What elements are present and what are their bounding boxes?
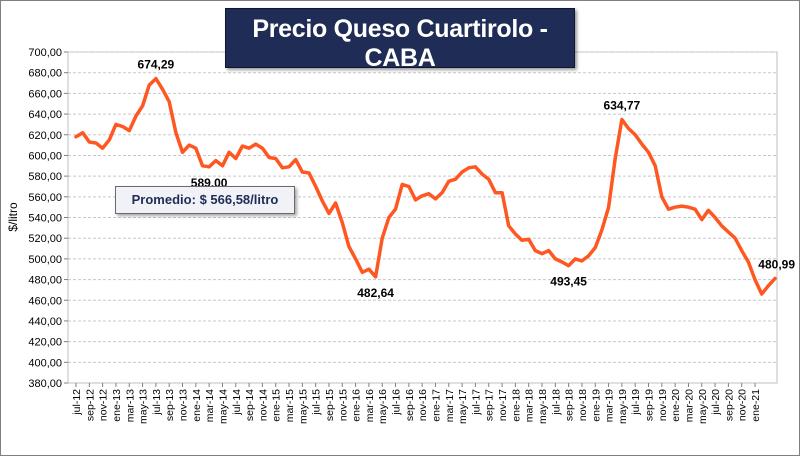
x-tick-label: nov-15 [337,389,349,421]
average-box: Promedio: $ 566,58/litro [115,186,295,214]
x-tick-label: may-18 [537,389,549,424]
x-tick-label: jul-13 [151,389,163,416]
y-tick-label: 700,00 [28,47,62,59]
x-tick-label: mar-18 [524,389,536,422]
y-tick-label: 680,00 [28,68,62,80]
x-tick-label: sep-20 [723,389,735,421]
x-tick-label: jul-17 [470,389,482,416]
x-tick-label: ene-15 [271,389,283,422]
x-tick-label: mar-20 [683,389,695,422]
y-tick-label: 560,00 [28,192,62,204]
y-tick-label: 600,00 [28,150,62,162]
x-tick-label: nov-16 [417,389,429,421]
x-tick-label: nov-13 [178,389,190,421]
x-tick-label: sep-15 [324,389,336,421]
x-tick-label: may-15 [297,389,309,424]
x-tick-label: ene-19 [590,389,602,422]
y-tick-label: 620,00 [28,130,62,142]
x-tick-label: may-16 [377,389,389,424]
x-tick-label: ene-13 [111,389,123,422]
series-line [74,76,777,296]
x-tick-label: mar-17 [444,389,456,422]
x-tick-label: may-19 [617,389,629,424]
average-label: Promedio: [131,192,196,207]
y-axis-label: $/litro [6,202,20,232]
x-tick-label: mar-19 [604,389,616,422]
y-tick-label: 520,00 [28,233,62,245]
x-tick-label: may-20 [697,389,709,424]
x-tick-label: ene-18 [510,389,522,422]
gridlines [68,51,777,363]
x-tick-label: jul-14 [231,389,243,416]
x-tick-label: ene-14 [191,389,203,422]
x-tick-label: jul-18 [550,389,562,416]
x-tick-label: sep-16 [404,389,416,421]
x-tick-label: mar-16 [364,389,376,422]
x-tick-label: jul-15 [311,389,323,416]
x-tick-label: may-13 [138,389,150,424]
x-tick-label: ene-20 [670,389,682,422]
x-tick-label: mar-13 [124,389,136,422]
data-label: 634,77 [604,98,641,112]
y-tick-label: 420,00 [28,337,62,349]
x-tick-label: nov-19 [657,389,669,421]
x-tick-label: jul-20 [710,389,722,416]
chart-title: Precio Queso Cuartirolo - CABA [252,15,548,72]
x-tick-label: sep-14 [244,389,256,421]
x-tick-label: mar-14 [204,389,216,422]
x-tick-label: may-17 [457,389,469,424]
x-tick-label: sep-12 [84,389,96,421]
x-tick-label: nov-18 [577,389,589,421]
x-tick-label: jul-19 [630,389,642,416]
y-tick-label: 440,00 [28,316,62,328]
y-tick-label: 380,00 [28,378,62,390]
x-tick-label: nov-20 [737,389,749,421]
data-label: 482,64 [357,286,394,300]
y-tick-label: 460,00 [28,295,62,307]
series-layer [74,76,777,296]
x-tick-label: nov-17 [497,389,509,421]
data-label: 493,45 [550,275,587,289]
x-tick-label: mar-15 [284,389,296,422]
chart-subtitle: - ajustado por IPC - [343,75,457,90]
x-tick-label: sep-13 [164,389,176,421]
data-label: 480,99 [758,258,795,272]
y-tick-label: 540,00 [28,213,62,225]
average-value: $ 566,58/litro [199,192,279,207]
chart-title-box: Precio Queso Cuartirolo - CABA - ajustad… [225,8,575,90]
x-tick-label: ene-16 [351,389,363,422]
y-tick-label: 640,00 [28,109,62,121]
y-tick-label: 580,00 [28,171,62,183]
x-tick-label: jul-12 [71,389,83,416]
x-tick-label: nov-14 [257,389,269,421]
y-tick-label: 660,00 [28,88,62,100]
x-tick-label: sep-17 [484,389,496,421]
x-tick-label: ene-17 [430,389,442,422]
y-tick-label: 480,00 [28,275,62,287]
x-tick-label: nov-12 [98,389,110,421]
y-tick-label: 500,00 [28,254,62,266]
x-tick-label: ene-21 [750,389,762,422]
x-tick-label: jul-16 [391,389,403,416]
y-axis-ticks: 380,00 400,00 420,00 440,00 460,00 480,00 500,… [28,47,68,390]
x-axis-ticks: jul-12 sep-12 nov-12 ene-13 mar-13 may-13 jul-… [71,383,762,424]
x-tick-label: sep-18 [564,389,576,421]
data-label: 674,29 [138,58,175,72]
y-tick-label: 400,00 [28,357,62,369]
x-tick-label: may-14 [217,389,229,424]
x-tick-label: sep-19 [644,389,656,421]
